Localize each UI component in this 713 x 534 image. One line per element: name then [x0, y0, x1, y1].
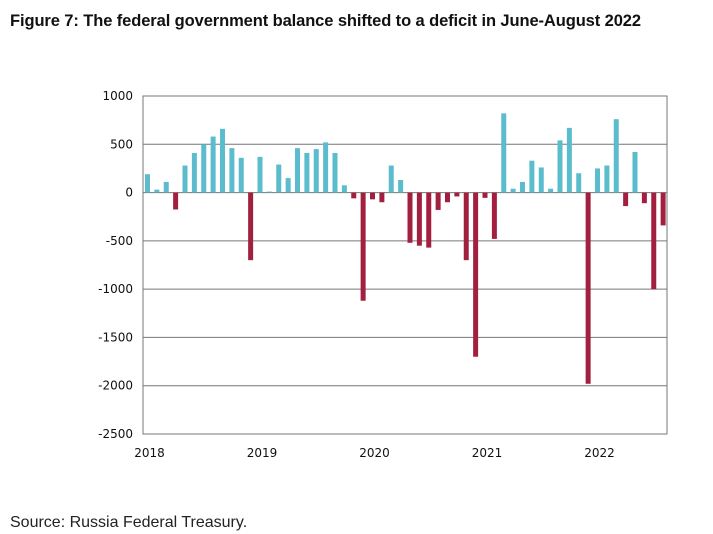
bar-2019-11: [351, 192, 357, 199]
bar-2019-03: [276, 164, 282, 193]
bar-2021-01: [482, 192, 488, 198]
bar-2021-04: [510, 188, 516, 193]
bar-2022-05: [632, 152, 638, 193]
bar-2018-07: [201, 144, 207, 193]
bar-2022-04: [623, 192, 629, 207]
bar-2019-09: [332, 152, 338, 193]
bar-2018-12: [248, 192, 254, 261]
bar-2021-02: [491, 192, 497, 239]
bar-2018-06: [191, 152, 197, 193]
bar-2020-08: [435, 192, 441, 210]
bar-2020-07: [426, 192, 432, 248]
y-tick-label: -1000: [98, 282, 133, 296]
bar-2018-11: [238, 157, 244, 193]
y-tick-label: 0: [125, 186, 133, 200]
bar-2022-03: [613, 119, 619, 193]
x-tick-label: 2020: [359, 446, 390, 460]
bar-2021-06: [529, 160, 535, 193]
bar-2022-02: [604, 165, 610, 193]
bar-2019-10: [341, 185, 347, 193]
bar-2021-07: [538, 167, 544, 193]
bar-2020-09: [445, 192, 450, 203]
bar-2021-05: [520, 181, 525, 193]
x-axis-ticks: 2018 2019 2020 2021 2022: [134, 446, 615, 460]
bar-2019-12: [360, 192, 366, 301]
bar-2020-05: [407, 192, 413, 243]
bar-2018-09: [220, 128, 225, 193]
bar-2018-10: [229, 148, 235, 193]
y-tick-label: -2500: [98, 427, 133, 441]
bar-2022-07: [651, 192, 657, 290]
bar-2020-10: [454, 192, 460, 197]
y-tick-label: -1500: [98, 330, 133, 344]
bar-2020-01: [370, 192, 375, 200]
x-tick-label: 2019: [247, 446, 278, 460]
bar-2020-04: [398, 180, 404, 193]
x-tick-label: 2021: [472, 446, 503, 460]
bar-2018-05: [182, 165, 188, 193]
bar-2020-02: [379, 192, 385, 203]
bars: [145, 113, 666, 384]
y-tick-label: 500: [110, 137, 133, 151]
bar-2021-11: [576, 173, 582, 193]
bar-2020-11: [463, 192, 469, 261]
bar-2020-06: [416, 192, 422, 246]
bar-2021-08: [548, 188, 554, 193]
bar-2018-08: [210, 136, 216, 193]
bar-2021-10: [566, 127, 572, 193]
x-tick-label: 2022: [584, 446, 615, 460]
bar-2022-06: [641, 192, 647, 204]
bar-2018-04: [173, 192, 179, 210]
bar-2019-01: [257, 156, 263, 193]
bar-2018-01: [145, 174, 150, 193]
bar-2019-05: [295, 148, 300, 193]
bar-2018-02: [154, 189, 160, 193]
bar-2019-08: [323, 142, 329, 193]
y-tick-label: -500: [106, 234, 133, 248]
y-axis-ticks: 1000 500 0 -500 -1000 -1500 -2000 -2500: [98, 89, 133, 441]
bar-2019-02: [266, 191, 272, 193]
bar-2021-09: [557, 140, 563, 193]
source-note: Source: Russia Federal Treasury.: [10, 514, 248, 531]
x-tick-label: 2018: [134, 446, 165, 460]
bar-2021-03: [501, 113, 507, 193]
bar-2019-07: [313, 149, 319, 193]
bar-2020-03: [388, 165, 394, 193]
bar-2021-12: [585, 192, 591, 384]
chart-title: Figure 7: The federal government balance…: [10, 12, 641, 30]
plot-frame: [142, 95, 668, 435]
bar-2019-06: [304, 152, 310, 193]
bar-2022-01: [595, 168, 600, 193]
bar-2020-12: [473, 192, 479, 357]
bar-2018-03: [163, 181, 169, 193]
bar-2022-08: [660, 192, 666, 226]
y-tick-label: -2000: [98, 379, 133, 393]
y-tick-label: 1000: [102, 89, 133, 103]
bar-2019-04: [285, 178, 291, 193]
